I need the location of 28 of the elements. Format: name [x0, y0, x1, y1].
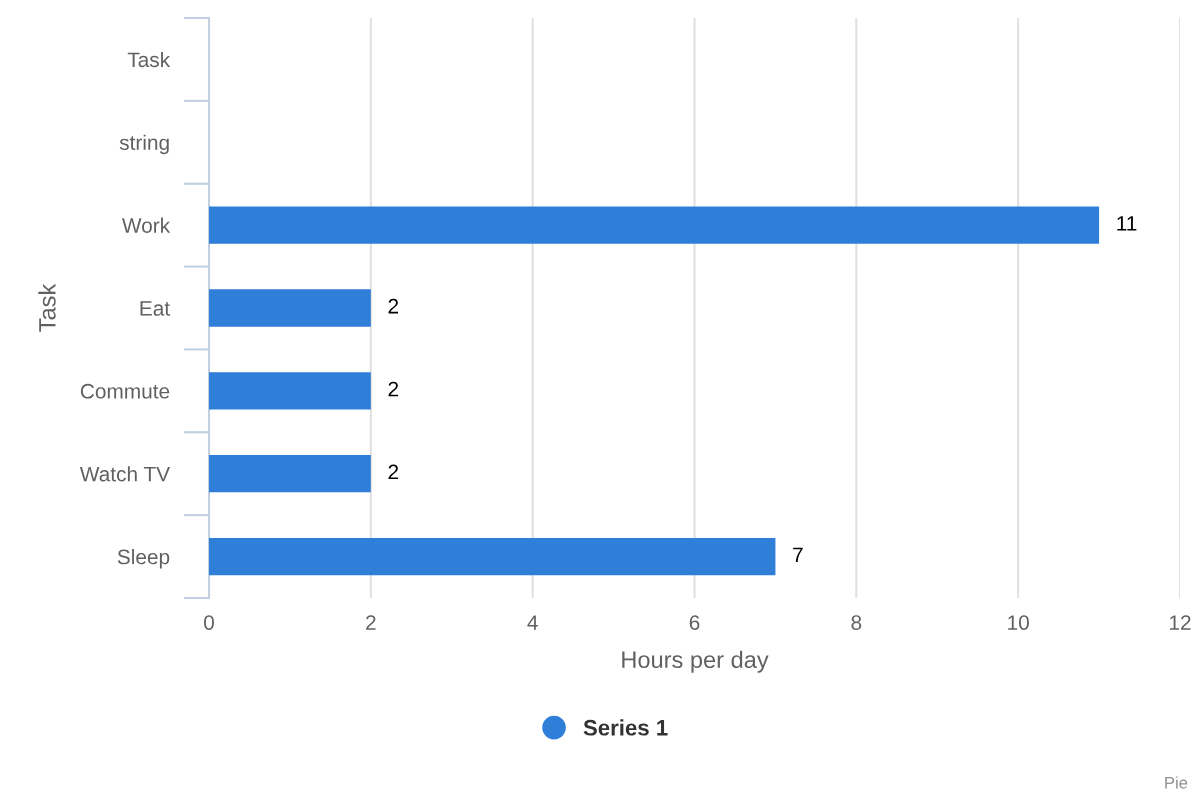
- y-tick-label: Sleep: [117, 549, 170, 569]
- x-tick-label: 8: [851, 615, 862, 630]
- y-tick-label: Work: [121, 217, 171, 233]
- y-tick-label: Eat: [140, 301, 170, 316]
- text: Pie: [1165, 776, 1188, 789]
- data-label: 11: [1117, 216, 1137, 231]
- y-tick-label: Watch TV: [79, 466, 171, 482]
- x-tick-label: 6: [689, 615, 700, 630]
- y-tick-label: string: [119, 134, 169, 155]
- bar: [209, 455, 371, 493]
- data-label: 7: [793, 547, 803, 562]
- bar: [209, 206, 1100, 244]
- y-tick-label: Task: [127, 51, 171, 68]
- legend-label: Series 1: [583, 719, 668, 736]
- data-label: 2: [388, 298, 399, 314]
- data-label: 2: [388, 381, 399, 397]
- y-tick-label: Commute: [80, 383, 170, 399]
- bar: [209, 372, 371, 410]
- x-tick-label: 2: [366, 615, 376, 630]
- y-axis-title: Task: [38, 283, 56, 332]
- x-tick-label: 4: [527, 615, 538, 630]
- bar: [209, 289, 371, 327]
- x-tick-label: 10: [1008, 615, 1029, 630]
- bar: [209, 537, 776, 576]
- x-tick-label: 12: [1170, 615, 1191, 630]
- x-tick-label: 0: [204, 615, 214, 630]
- data-label: 2: [388, 464, 399, 480]
- x-axis-title: Hours per day: [622, 650, 769, 673]
